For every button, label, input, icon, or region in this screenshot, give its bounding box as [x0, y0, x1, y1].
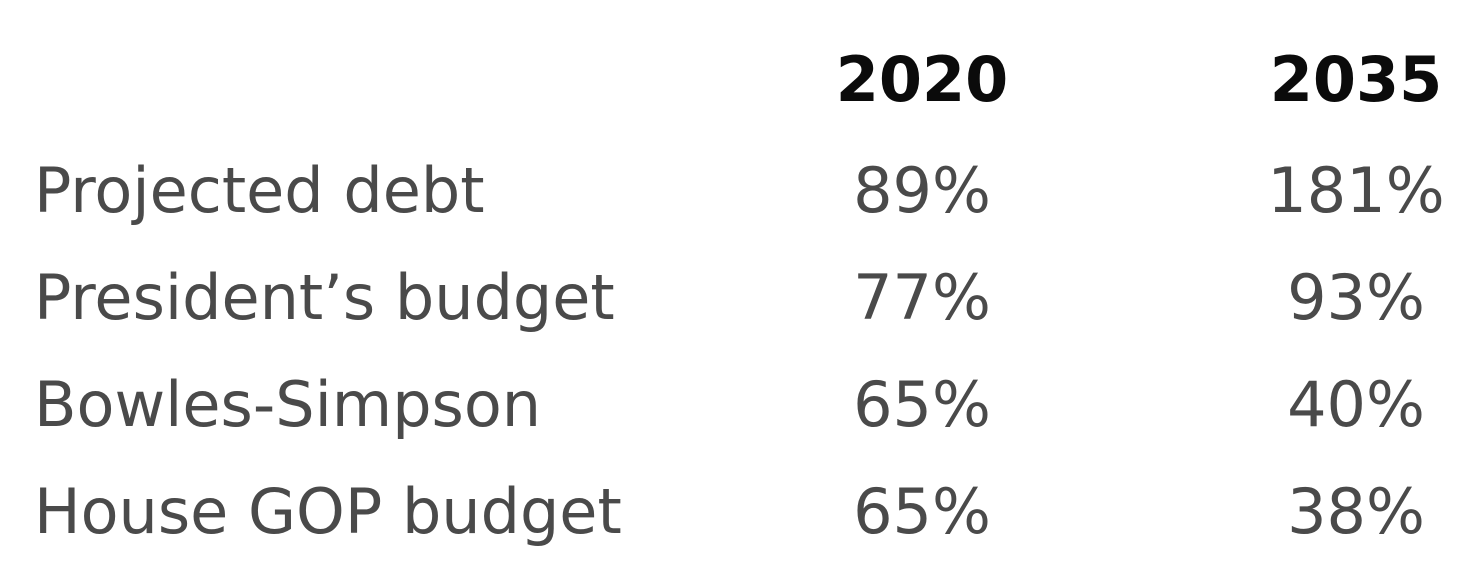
column-header-2020: 2020: [835, 43, 1009, 116]
cell-bowles-simpson-2020: 65%: [853, 368, 991, 441]
cell-house-gop-budget-2020: 65%: [853, 475, 991, 548]
cell-projected-debt-2020: 89%: [853, 154, 991, 227]
cell-presidents-budget-2020: 77%: [853, 261, 991, 334]
row-label-presidents-budget: President’s budget: [34, 261, 615, 334]
row-label-bowles-simpson: Bowles-Simpson: [34, 368, 542, 441]
row-label-house-gop-budget: House GOP budget: [34, 475, 622, 548]
column-header-2035: 2035: [1269, 43, 1443, 116]
row-label-projected-debt: Projected debt: [34, 154, 485, 227]
cell-projected-debt-2035: 181%: [1267, 154, 1445, 227]
cell-house-gop-budget-2035: 38%: [1287, 475, 1425, 548]
cell-bowles-simpson-2035: 40%: [1287, 368, 1425, 441]
cell-presidents-budget-2035: 93%: [1287, 261, 1425, 334]
